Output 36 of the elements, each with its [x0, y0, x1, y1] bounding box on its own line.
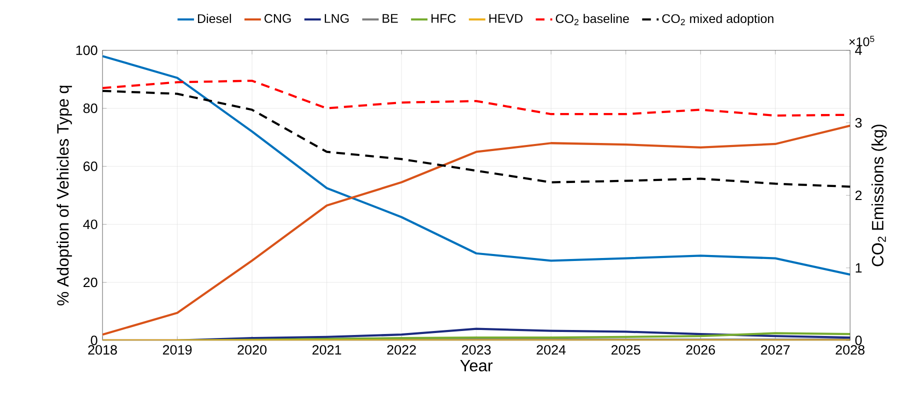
x-tick-label: 2019 — [162, 344, 192, 354]
y2-tick-label: 3 — [855, 118, 862, 128]
y-axis-title: % Adoption of Vehicles Type q — [56, 86, 72, 306]
y-tick-label: 100 — [76, 45, 98, 55]
legend-label: BE — [382, 14, 398, 23]
x-tick-label: 2022 — [387, 344, 416, 354]
x-tick-label: 2027 — [761, 344, 790, 354]
y2-tick-label: 1 — [856, 263, 862, 272]
y-tick-label: 20 — [84, 277, 98, 287]
y-tick-label: 0 — [90, 335, 98, 345]
x-tick-label: 2021 — [312, 344, 342, 354]
legend-label: HFC — [432, 14, 456, 23]
x-tick-label: 2023 — [462, 344, 491, 354]
legend-label: CNG — [264, 14, 291, 23]
x-axis-title: Year — [460, 360, 493, 372]
legend-label: Diesel — [198, 14, 231, 23]
legend-label: LNG — [324, 14, 349, 23]
text: ×10$^{5}$ — [849, 36, 874, 46]
x-tick-label: 2026 — [686, 344, 715, 354]
y2-tick-label: 2 — [855, 190, 862, 200]
y-tick-label: 60 — [84, 161, 98, 171]
y-tick-label: 40 — [83, 219, 98, 229]
x-tick-label: 2025 — [611, 344, 640, 354]
y2-axis-title: CO$_{2}$ Emissions (kg) — [871, 124, 887, 266]
legend-label: HEVD — [489, 14, 523, 23]
x-tick-label: 2028 — [836, 344, 864, 354]
x-tick-label: 2018 — [88, 344, 117, 354]
legend-label: CO$_{2}$ baseline — [556, 14, 629, 25]
y-tick-label: 80 — [83, 103, 98, 113]
x-tick-label: 2020 — [238, 344, 267, 354]
x-tick-label: 2024 — [536, 344, 566, 354]
y2-tick-label: 4 — [855, 45, 862, 55]
y2-tick-label: 0 — [855, 335, 862, 345]
line-series — [102, 124, 850, 336]
line-series — [102, 54, 850, 276]
legend-label: CO$_{2}$ mixed adoption — [662, 14, 774, 26]
